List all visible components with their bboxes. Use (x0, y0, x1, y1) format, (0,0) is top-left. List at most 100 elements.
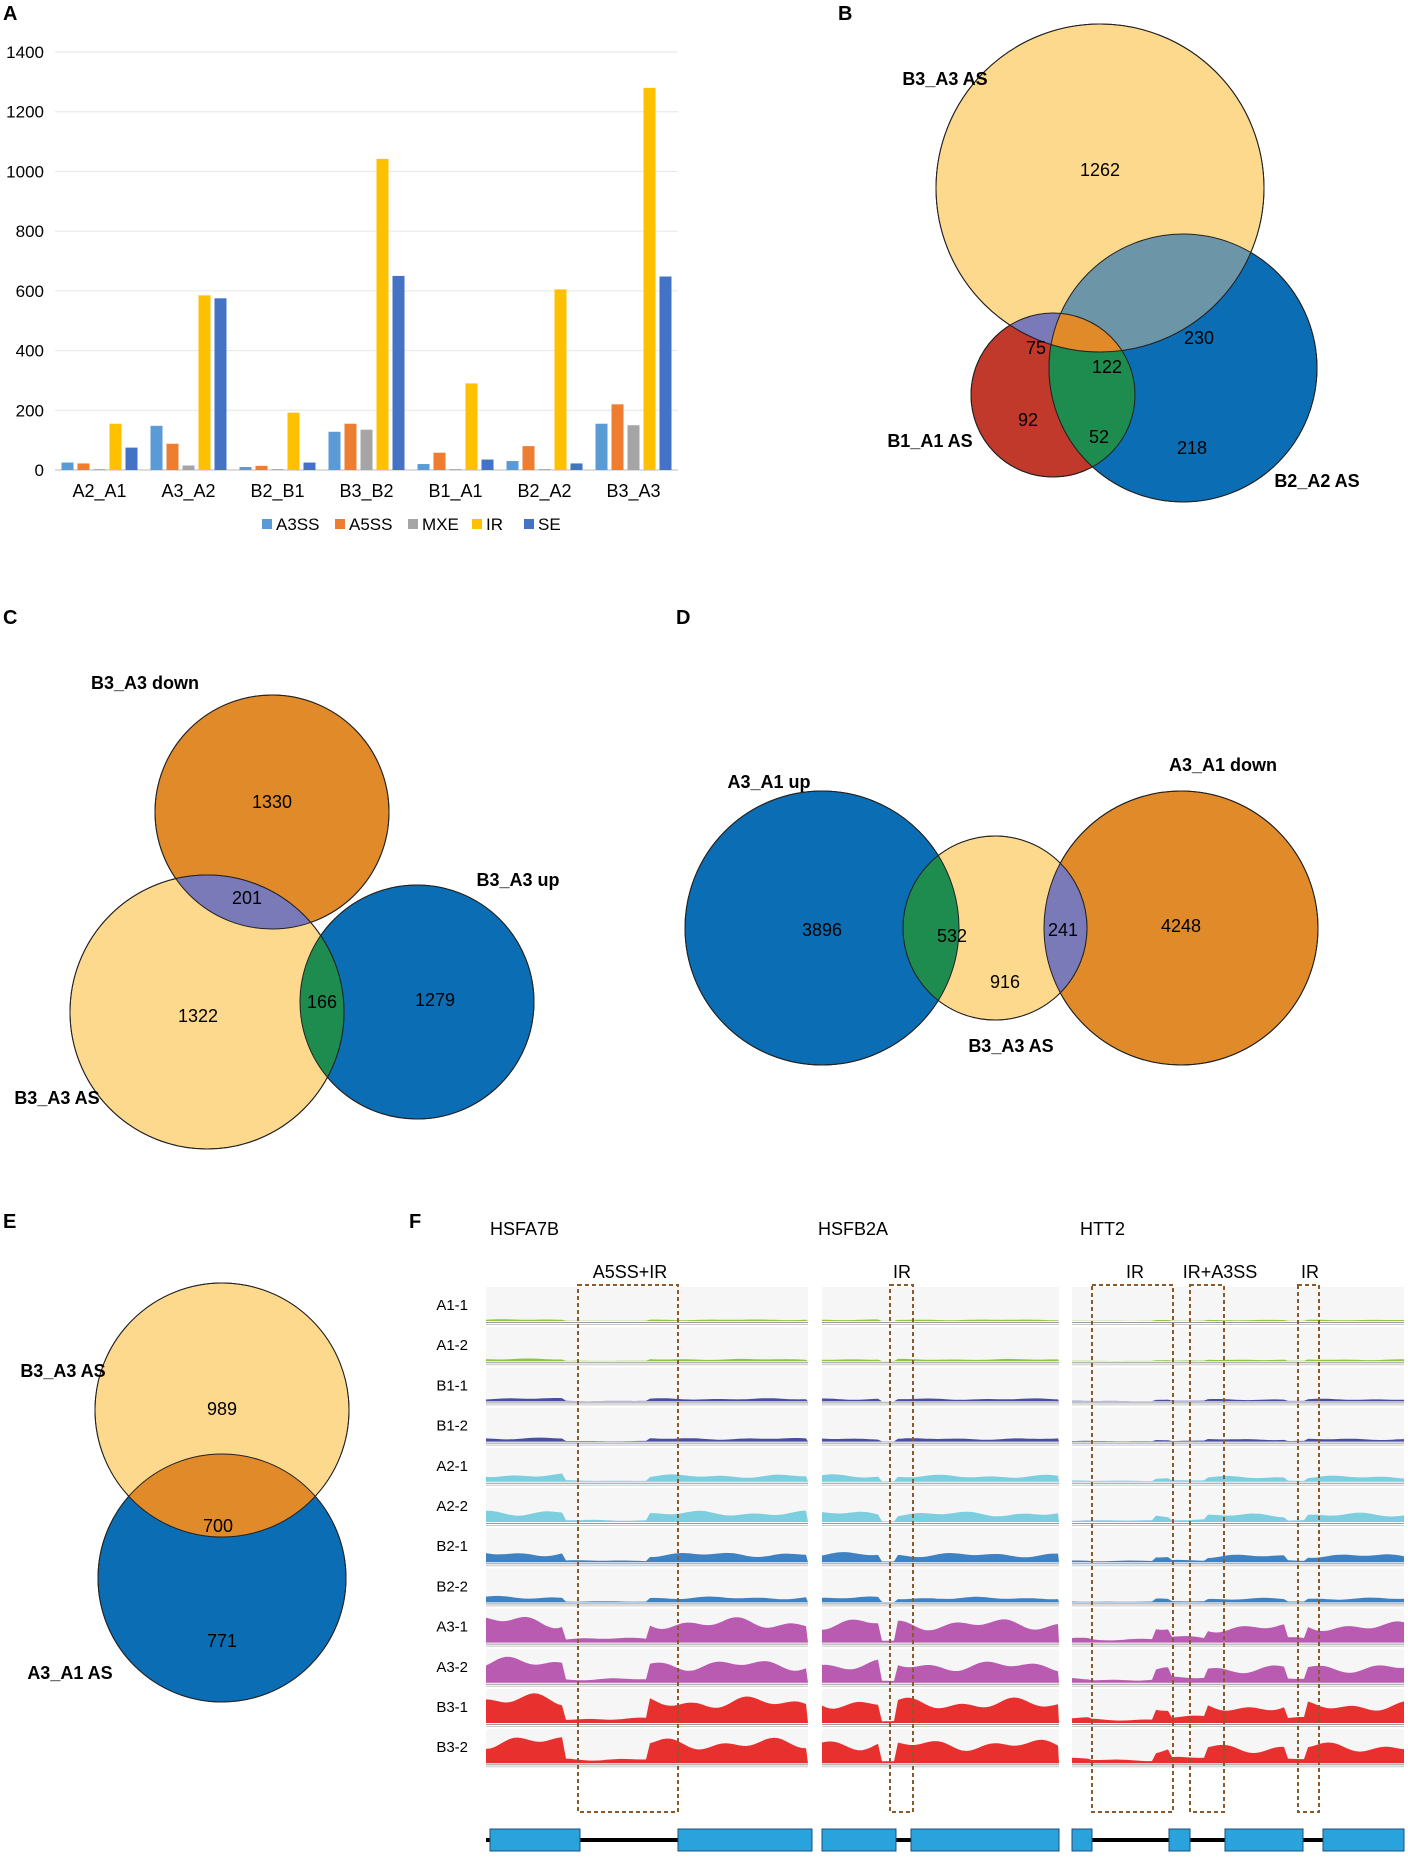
venn-e-count-bottom-only: 771 (207, 1631, 237, 1651)
bar-A3SS-A3_A2 (150, 425, 163, 470)
gene-model-exon (489, 1828, 581, 1852)
coverage-A3-2-gene2 (822, 1659, 1059, 1683)
coverage-B1-1-gene2 (822, 1398, 1059, 1402)
panel-e: E B3_A3 AS A3_A1 AS 989 700 771 (3, 1211, 350, 1703)
coverage-B2-2-gene3 (1072, 1597, 1404, 1603)
legend-swatch-MXE (408, 519, 418, 529)
coverage-A1-1-gene2 (822, 1319, 1059, 1321)
track-bg (822, 1407, 1059, 1442)
legend-swatch-SE (524, 519, 534, 529)
gene-model-exon (1224, 1828, 1304, 1852)
event-box-4 (1189, 1284, 1225, 1813)
coverage-A1-2-gene1 (486, 1358, 808, 1362)
bar-A5SS-A3_A2 (166, 443, 179, 470)
bar-SE-A3_A2 (214, 298, 227, 470)
venn-d-count-up-as: 532 (937, 926, 967, 946)
bar-A5SS-B3_B2 (344, 423, 357, 470)
venn-d-label-as: B3_A3 AS (968, 1036, 1053, 1056)
sample-label-A2-2: A2-2 (436, 1498, 468, 1515)
coverage-A2-1-gene1 (486, 1473, 808, 1482)
gene-model-exon (1168, 1828, 1191, 1852)
gene-label-hsfa7b: HSFA7B (490, 1219, 559, 1239)
bar-MXE-B2_A2 (538, 469, 551, 470)
track-bg (486, 1327, 808, 1362)
bar-MXE-B3_B2 (360, 429, 373, 470)
bar-IR-B3_A3 (643, 87, 656, 470)
venn-e-label-bottom: A3_A1 AS (27, 1663, 112, 1683)
bar-IR-B2_A2 (554, 289, 567, 470)
legend-swatch-IR (472, 519, 482, 529)
chart-y-axis: 0 200 400 600 800 1000 1200 1400 (6, 43, 44, 480)
track-bg (822, 1367, 1059, 1402)
coverage-A3-1-gene3 (1072, 1621, 1404, 1643)
y-tick-label: 0 (35, 461, 44, 480)
venn-b-count-b1a1-only: 92 (1018, 410, 1038, 430)
sample-label-B2-1: B2-1 (436, 1538, 468, 1555)
venn-d-label-up: A3_A1 up (727, 772, 810, 792)
event-box-2 (889, 1284, 914, 1813)
panel-c: C B3_A3 down B3_A3 up B3_A3 AS 1330 201 … (3, 607, 560, 1150)
panel-letter-f: F (409, 1211, 421, 1233)
x-tick-label: B2_A2 (517, 481, 571, 502)
gene-model-exon (1322, 1828, 1405, 1852)
panel-letter-e: E (3, 1211, 16, 1233)
track-bg (486, 1447, 808, 1482)
legend-label-IR: IR (486, 515, 503, 534)
y-tick-label: 1400 (6, 43, 44, 62)
bar-SE-B3_B2 (392, 275, 405, 470)
coverage-A3-2-gene3 (1072, 1665, 1404, 1683)
y-tick-label: 1000 (6, 162, 44, 181)
bar-A3SS-B3_A3 (595, 423, 608, 470)
bar-SE-B3_A3 (659, 276, 672, 470)
venn-d-count-as-down: 241 (1048, 920, 1078, 940)
coverage-B3-2-gene1 (486, 1737, 808, 1764)
bar-IR-B2_B1 (287, 412, 300, 470)
panel-f: F HSFA7B HSFB2A HTT2 A5SS+IR IR IR IR+A3… (409, 1211, 1405, 1852)
y-tick-label: 600 (16, 282, 44, 301)
sample-label-B1-2: B1-2 (436, 1418, 468, 1435)
venn-e-label-top: B3_A3 AS (20, 1361, 105, 1381)
venn-b-count-b3a3-b2a2: 230 (1184, 328, 1214, 348)
venn-b-label-b2a2: B2_A2 AS (1274, 471, 1359, 491)
venn-e-count-top-only: 989 (207, 1399, 237, 1419)
chart-bars (61, 87, 672, 471)
venn-b-count-b3a3-b1a1: 75 (1026, 338, 1046, 358)
bar-IR-B3_B2 (376, 158, 389, 471)
coverage-A2-1-gene2 (822, 1474, 1059, 1482)
bar-SE-B2_B1 (303, 462, 316, 470)
coverage-B2-1-gene3 (1072, 1554, 1404, 1563)
sample-label-A3-2: A3-2 (436, 1659, 468, 1676)
event-label-ir-3: IR (1301, 1262, 1319, 1282)
coverage-A1-2-gene2 (822, 1358, 1059, 1362)
event-box-3 (1091, 1284, 1174, 1813)
coverage-A2-2-gene3 (1072, 1512, 1404, 1522)
event-box-5 (1297, 1284, 1320, 1813)
coverage-A3-1-gene1 (486, 1616, 808, 1643)
track-bg (822, 1327, 1059, 1362)
venn-b-count-b3a3-only: 1262 (1080, 160, 1120, 180)
coverage-B3-1-gene1 (486, 1693, 808, 1723)
y-tick-label: 1200 (6, 103, 44, 122)
coverage-B3-1-gene2 (822, 1697, 1059, 1723)
bar-MXE-B1_A1 (449, 469, 462, 470)
event-label-a5ss-ir: A5SS+IR (593, 1262, 668, 1282)
track-bg (822, 1568, 1059, 1603)
venn-c-label-as: B3_A3 AS (14, 1088, 99, 1108)
gene-label-hsfb2a: HSFB2A (818, 1219, 888, 1239)
bar-IR-A2_A1 (109, 423, 122, 470)
legend-label-A3SS: A3SS (276, 515, 319, 534)
coverage-B1-2-gene2 (822, 1438, 1059, 1442)
chart-legend: A3SS A5SS MXE IR SE (262, 515, 561, 534)
coverage-B3-2-gene3 (1072, 1742, 1404, 1764)
coverage-B2-2-gene2 (822, 1596, 1059, 1603)
track-bg (1072, 1447, 1404, 1482)
sample-label-A1-1: A1-1 (436, 1297, 468, 1314)
bar-SE-B2_A2 (570, 463, 583, 470)
bar-MXE-B2_B1 (271, 469, 284, 470)
coverage-B2-1-gene2 (822, 1552, 1059, 1563)
track-bg (1072, 1327, 1404, 1362)
bar-SE-B1_A1 (481, 459, 494, 470)
chart-gridlines (55, 51, 678, 471)
bar-MXE-B3_A3 (627, 425, 640, 470)
bar-MXE-A3_A2 (182, 465, 195, 470)
